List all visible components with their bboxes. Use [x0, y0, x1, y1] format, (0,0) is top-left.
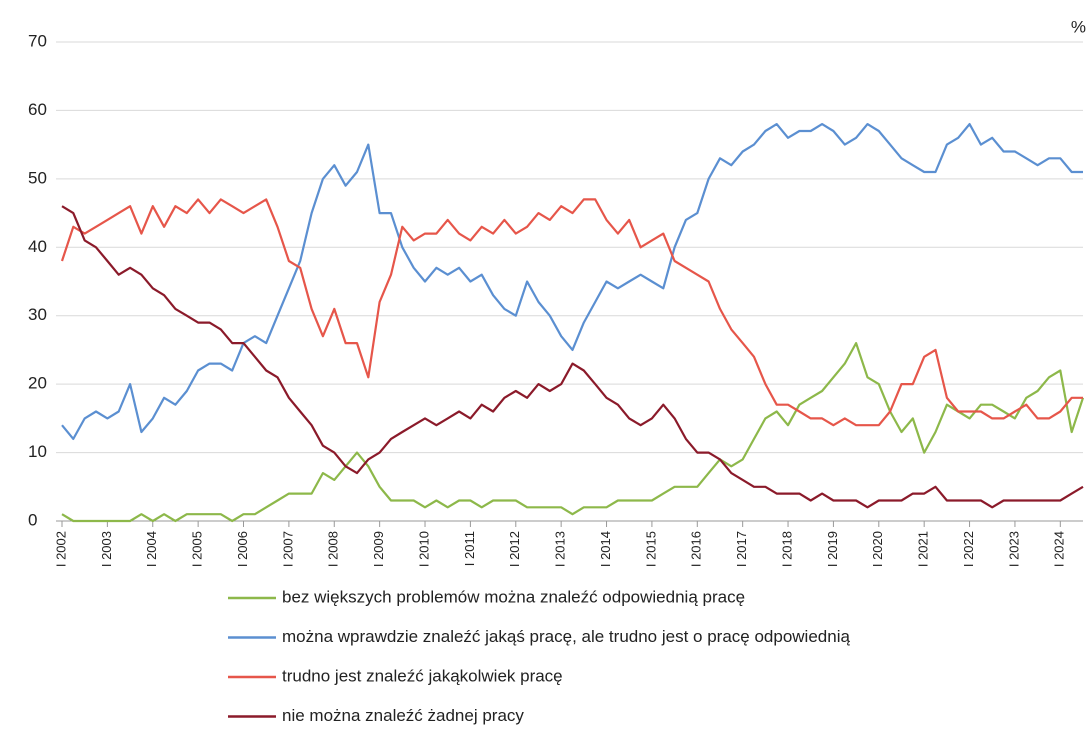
- x-tick-label: I 2018: [779, 531, 794, 567]
- y-tick-label: 60: [28, 100, 47, 119]
- x-tick-label: I 2020: [870, 531, 885, 567]
- x-tick-label: I 2011: [462, 531, 477, 566]
- x-tick-label: I 2002: [53, 531, 68, 567]
- series-line: [61, 205, 1084, 509]
- series-line: [61, 123, 1083, 440]
- x-tick-label: I 2017: [734, 531, 749, 567]
- x-tick-label: I 2013: [553, 531, 568, 567]
- y-tick-label: 30: [28, 305, 47, 324]
- y-tick-label: 40: [28, 237, 47, 256]
- x-tick-label: I 2024: [1052, 531, 1067, 567]
- x-tick-label: I 2022: [961, 531, 976, 567]
- series-line: [60, 198, 1083, 427]
- x-tick-label: I 2021: [916, 531, 931, 567]
- x-tick-label: I 2019: [825, 531, 840, 567]
- x-tick-label: I 2014: [598, 531, 613, 567]
- series-line: [61, 342, 1085, 523]
- x-tick-label: I 2023: [1006, 531, 1021, 567]
- x-tick-label: I 2008: [326, 531, 341, 567]
- legend-label: bez większych problemów można znaleźć od…: [282, 587, 745, 606]
- y-tick-label: 0: [28, 510, 37, 529]
- legend-label: nie można znaleźć żadnej pracy: [282, 706, 524, 725]
- y-tick-label: 70: [28, 31, 47, 50]
- unit-label: %: [1071, 17, 1086, 36]
- y-tick-label: 50: [28, 168, 47, 187]
- x-tick-label: I 2003: [99, 531, 114, 567]
- y-tick-label: 10: [28, 442, 47, 461]
- x-tick-label: I 2007: [280, 531, 295, 567]
- x-tick-label: I 2016: [689, 531, 704, 567]
- legend-label: można wprawdzie znaleźć jakąś pracę, ale…: [282, 627, 850, 646]
- x-tick-label: I 2006: [235, 531, 250, 567]
- x-tick-label: I 2004: [144, 531, 159, 567]
- x-tick-label: I 2005: [190, 531, 205, 567]
- x-tick-label: I 2009: [371, 531, 386, 567]
- x-tick-label: I 2015: [643, 531, 658, 567]
- x-tick-label: I 2012: [507, 531, 522, 567]
- x-tick-label: I 2010: [416, 531, 431, 567]
- legend-label: trudno jest znaleźć jakąkolwiek pracę: [282, 666, 563, 685]
- y-tick-label: 20: [28, 374, 47, 393]
